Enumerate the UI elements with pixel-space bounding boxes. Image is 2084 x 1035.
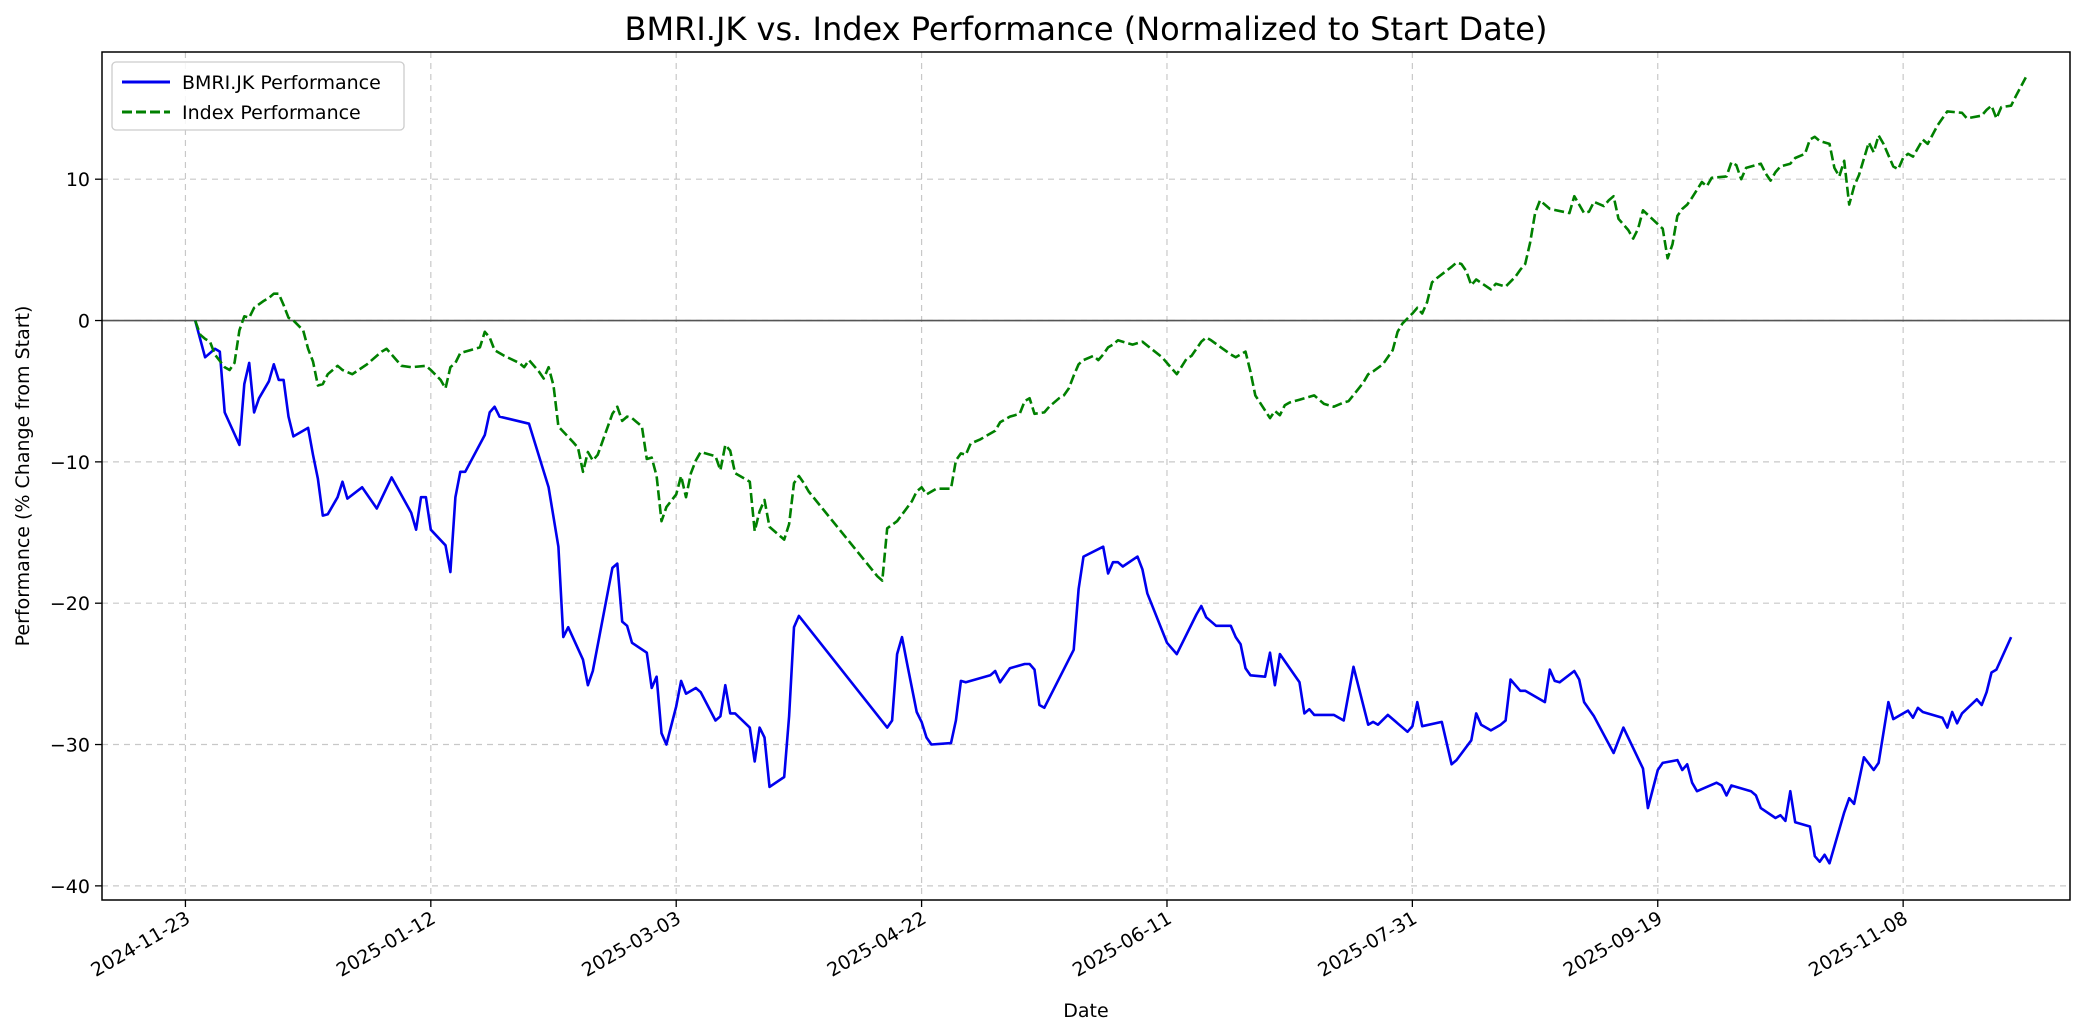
y-tick-label: 10	[66, 169, 90, 191]
series-layer	[193, 76, 2027, 865]
legend: BMRI.JK Performance Index Performance	[111, 61, 405, 131]
x-axis-title: Date	[1063, 1000, 1108, 1022]
chart-title: BMRI.JK vs. Index Performance (Normalize…	[625, 10, 1548, 48]
y-tick-label: 0	[78, 311, 90, 333]
bmri-performance-line	[193, 320, 2013, 865]
legend-label-index: Index Performance	[182, 102, 361, 124]
legend-box	[111, 61, 405, 131]
y-axis-title: Performance (% Change from Start)	[12, 306, 34, 647]
y-tick-label: −10	[50, 452, 90, 474]
index-performance-line	[193, 76, 2027, 582]
y-tick-label: −30	[50, 735, 90, 757]
y-tick-label: −20	[50, 593, 90, 615]
y-tick-label: −40	[50, 876, 90, 898]
legend-label-bmri: BMRI.JK Performance	[182, 72, 381, 94]
axes-layer	[101, 51, 2071, 901]
plot-frame	[101, 51, 2071, 901]
